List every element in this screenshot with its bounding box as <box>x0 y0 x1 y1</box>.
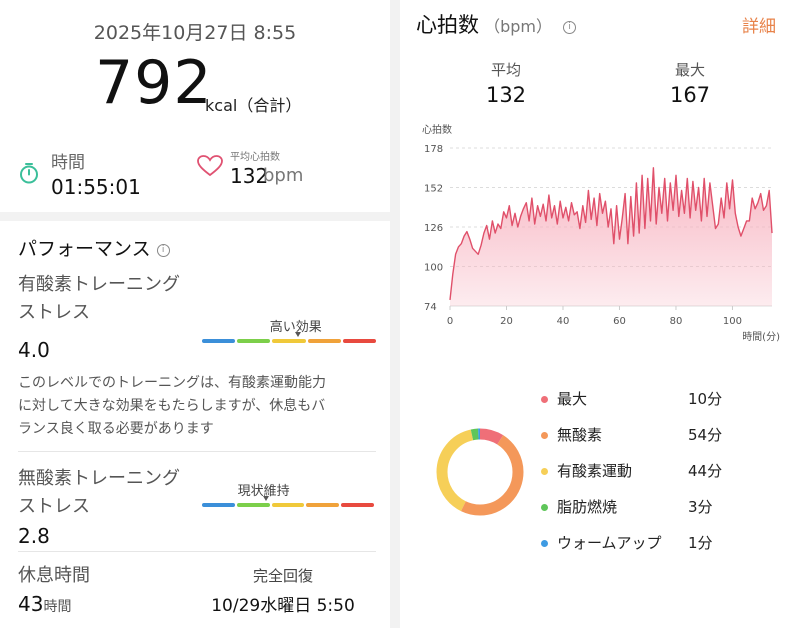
legend-value: 10分 <box>688 390 723 408</box>
legend-dot <box>541 540 548 547</box>
legend-label: 有酸素運動 <box>557 462 633 480</box>
legend-label: 最大 <box>557 390 588 408</box>
calories-value: 792 <box>95 48 213 118</box>
recovery-time: 10/29水曜日 5:50 <box>211 596 355 616</box>
performance-card: パフォーマンス i 有酸素トレーニング ストレス 4.0 高い効果 このレベルでの… <box>0 221 390 628</box>
x-tick-label: 60 <box>613 316 626 327</box>
aerobic-scale-bar <box>202 339 377 343</box>
rest-value: 43 <box>18 592 44 616</box>
scale-segment <box>341 503 374 507</box>
x-tick-label: 40 <box>557 316 570 327</box>
legend-dot <box>541 396 548 403</box>
avg-hr-unit: bpm <box>263 165 304 186</box>
y-tick-label: 126 <box>424 223 443 234</box>
donut-slice <box>436 428 524 516</box>
legend-dot <box>541 468 548 475</box>
duration-value: 01:55:01 <box>51 175 141 199</box>
info-icon[interactable]: i <box>563 21 577 34</box>
stopwatch-icon <box>20 163 38 184</box>
scale-segment <box>202 503 235 507</box>
avg-hr-label: 平均心拍数 <box>230 152 280 163</box>
y-tick-label: 74 <box>424 302 437 313</box>
hr-avg-value: 132 <box>485 83 527 107</box>
legend-value: 44分 <box>688 462 723 480</box>
aerobic-description-line2: に対して大きな効果をもたらしますが、休息もバ <box>18 398 326 414</box>
anaerobic-title-line1: 無酸素トレーニング <box>18 468 180 489</box>
rest-label: 休息時間 <box>18 565 90 586</box>
aerobic-level-marker <box>294 332 301 337</box>
divider <box>18 451 376 452</box>
aerobic-title-line1: 有酸素トレーニング <box>18 274 180 295</box>
info-icon[interactable]: i <box>156 244 170 257</box>
heart-rate-header: 心拍数 （bpm） i <box>416 9 577 39</box>
legend-value: 1分 <box>688 534 713 552</box>
aerobic-description-line1: このレベルでのトレーニングは、有酸素運動能力 <box>18 375 326 391</box>
legend-value: 54分 <box>688 426 723 444</box>
heart-rate-card: 心拍数 （bpm） i 詳細 平均 132 最大 167 心拍数 178 152 12… <box>400 0 800 374</box>
anaerobic-value: 2.8 <box>18 524 50 548</box>
aerobic-description-line3: ランス良く取る必要があります <box>18 421 214 437</box>
avg-hr-value: 132 <box>230 164 269 188</box>
recovery-label: 完全回復 <box>252 567 313 585</box>
heart-rate-unit: （bpm） <box>484 17 552 36</box>
y-tick-label: 178 <box>424 144 443 155</box>
divider <box>18 551 376 552</box>
heart-rate-area <box>450 167 772 306</box>
heart-rate-title: 心拍数 <box>416 13 479 37</box>
hr-max-label: 最大 <box>674 61 705 79</box>
x-axis-label: 時間(分) <box>742 331 780 343</box>
rest-unit: 時間 <box>43 599 72 615</box>
y-tick-label: 152 <box>424 184 443 195</box>
calories-unit: kcal（合計） <box>205 96 302 115</box>
legend-dot <box>541 504 548 511</box>
anaerobic-level-marker <box>262 496 269 501</box>
summary-card: 2025年10月27日 8:55 792 kcal（合計） 時間 01:55:0… <box>0 0 390 212</box>
scale-segment <box>342 339 377 343</box>
scale-segment <box>271 503 305 507</box>
scale-segment <box>306 503 340 507</box>
heart-rate-zones-card: 最大 10分無酸素 54分有酸素運動 44分脂肪燃焼 3分ウォームアップ 1分 <box>400 374 800 628</box>
performance-title: パフォーマンス i <box>18 234 170 261</box>
detail-link[interactable]: 詳細 <box>742 17 776 37</box>
anaerobic-scale-bar <box>202 503 374 507</box>
scale-segment <box>307 339 341 343</box>
legend-label: 無酸素 <box>557 426 603 444</box>
legend-value: 3分 <box>688 498 713 516</box>
zones-donut-chart <box>436 428 524 516</box>
x-tick-label: 100 <box>723 316 742 327</box>
legend-label: ウォームアップ <box>557 534 662 552</box>
anaerobic-level-label: 現状維持 <box>237 484 290 499</box>
aerobic-title-line2: ストレス <box>18 302 90 323</box>
donut-slice <box>436 428 524 516</box>
scale-segment <box>272 339 306 343</box>
hr-avg-label: 平均 <box>490 61 521 79</box>
aerobic-level-label: 高い効果 <box>269 320 322 335</box>
heart-icon <box>197 155 223 177</box>
workout-datetime: 2025年10月27日 8:55 <box>93 22 297 44</box>
y-tick-label: 100 <box>424 263 443 274</box>
x-tick-label: 80 <box>670 316 683 327</box>
x-tick-label: 20 <box>500 316 513 327</box>
scale-segment <box>236 503 270 507</box>
scale-segment <box>237 339 271 343</box>
anaerobic-title-line2: ストレス <box>18 496 90 517</box>
y-axis-label: 心拍数 <box>422 123 452 136</box>
performance-title-text: パフォーマンス <box>18 238 151 260</box>
legend-dot <box>541 432 548 439</box>
x-tick-label: 0 <box>447 316 453 327</box>
duration-label: 時間 <box>51 153 85 173</box>
heart-rate-line <box>449 167 773 300</box>
scale-segment <box>202 339 236 343</box>
donut-slice <box>436 428 524 516</box>
hr-max-value: 167 <box>669 83 711 107</box>
aerobic-value: 4.0 <box>18 338 50 362</box>
rest-duration: 43時間 <box>18 592 71 616</box>
legend-label: 脂肪燃焼 <box>557 498 618 516</box>
